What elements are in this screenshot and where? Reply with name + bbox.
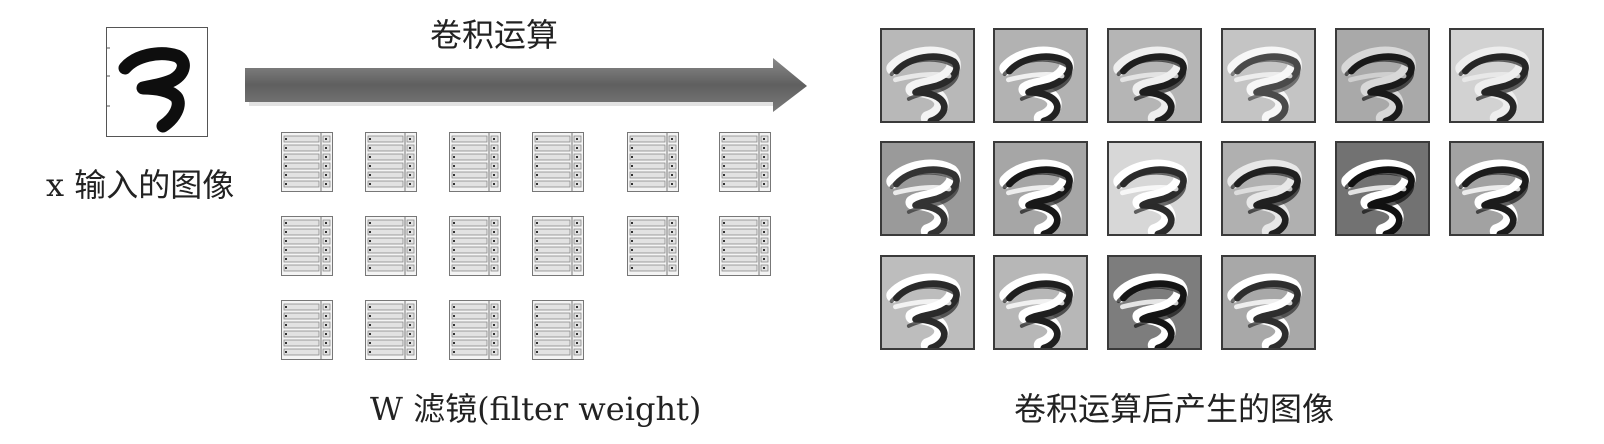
feature-map-icon [1227,46,1302,121]
feature-map-tile [1107,141,1202,236]
filter-weight-matrix-icon [449,300,501,360]
filter-weight-matrix-icon [719,216,771,276]
filter-weight-matrix-icon [532,132,584,192]
digit-seven-icon [107,47,190,133]
feature-map-icon [1341,46,1416,121]
filter-weight-matrix-icon [281,132,333,192]
feature-map-icon [1227,273,1302,348]
convolution-label: 卷积运算 [430,16,559,54]
outputs-grid [880,28,1544,350]
feature-map-tile [993,141,1088,236]
filter-weight-matrix-icon [281,216,333,276]
filter-weight-matrix-icon [449,132,501,192]
feature-map-tile [1107,28,1202,123]
filter-weight-matrix-icon [719,132,771,192]
feature-map-tile [1221,141,1316,236]
feature-map-tile [993,255,1088,350]
filter-weight-matrix-icon [281,300,333,360]
filter-weight-matrix-icon [365,216,417,276]
feature-map-icon [1341,159,1416,234]
filter-weight-matrix-icon [532,300,584,360]
feature-map-icon [1113,159,1188,234]
filter-weight-matrix-icon [627,132,679,192]
feature-map-tile [880,255,975,350]
filter-weight-matrix-icon [532,216,584,276]
input-image [106,27,208,137]
feature-map-icon [1227,159,1302,234]
feature-map-icon [1455,46,1530,121]
filter-weight-matrix-icon [365,132,417,192]
feature-map-tile [1335,141,1430,236]
feature-map-icon [1113,273,1188,348]
feature-map-tile [1221,255,1316,350]
feature-map-tile [880,141,975,236]
feature-map-tile [1335,28,1430,123]
feature-map-icon [886,273,961,348]
feature-map-icon [1455,159,1530,234]
filters-label: W 滤镜(filter weight) [370,390,702,428]
feature-map-tile [880,28,975,123]
feature-map-icon [999,273,1074,348]
feature-map-tile [993,28,1088,123]
filter-weight-matrix-icon [365,300,417,360]
feature-map-icon [999,159,1074,234]
input-label: x 输入的图像 [46,166,235,204]
feature-map-tile [1221,28,1316,123]
feature-map-icon [886,159,961,234]
filters-grid [0,0,820,380]
filter-weight-matrix-icon [627,216,679,276]
filter-weight-matrix-icon [449,216,501,276]
feature-map-icon [1113,46,1188,121]
feature-map-icon [886,46,961,121]
feature-map-icon [999,46,1074,121]
feature-map-tile [1107,255,1202,350]
outputs-label: 卷积运算后产生的图像 [1014,390,1335,428]
convolution-arrow-icon [245,58,807,112]
feature-map-tile [1449,141,1544,236]
feature-map-tile [1449,28,1544,123]
